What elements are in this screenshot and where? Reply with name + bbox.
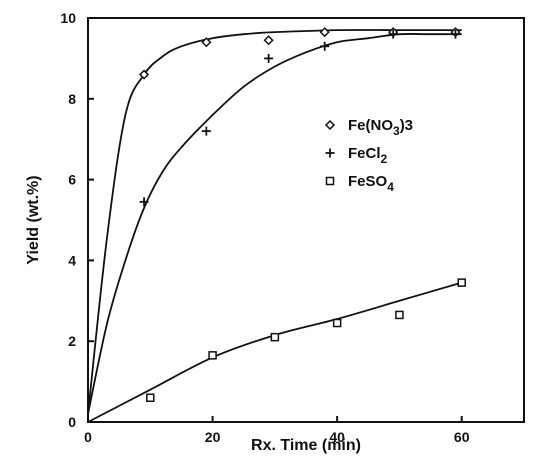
y-tick-label: 0 — [68, 414, 76, 430]
fe_sulfate-data-point — [146, 393, 155, 403]
fe_nitrate-legend-label: Fe(NO3)3 — [348, 117, 413, 138]
fe_chloride-data-point — [139, 197, 149, 207]
fe_chloride-legend-label: FeCl2 — [348, 145, 388, 166]
y-tick-label: 10 — [60, 10, 76, 26]
fe_sulfate-data-point — [457, 278, 466, 287]
fe_sulfate-data-point — [270, 332, 280, 342]
fe_chloride-fit-curve — [87, 32, 462, 415]
y-tick-label: 6 — [68, 172, 76, 188]
fe_chloride-data-point — [264, 53, 274, 63]
y-tick-label: 2 — [68, 333, 76, 349]
fe_chloride-data-point — [388, 29, 398, 39]
fe_chloride-data-point — [450, 29, 460, 39]
diamond-marker-shape — [263, 35, 274, 46]
diamond-marker-shape — [201, 37, 212, 48]
data-markers — [138, 27, 466, 403]
fe_nitrate-legend-marker — [324, 119, 336, 131]
y-tick-label: 8 — [68, 91, 76, 107]
square-marker-shape — [457, 278, 466, 287]
fe_sulfate-data-point — [332, 318, 342, 328]
fe_sulfate-data-point — [208, 351, 217, 360]
plot-area-border — [87, 17, 525, 423]
legend: Fe(NO3)3 FeCl2 FeSO4 — [324, 117, 413, 194]
fe_nitrate-data-point — [263, 35, 274, 46]
x-tick-label: 60 — [454, 429, 470, 445]
x-axis-title: Rx. Time (min) — [251, 437, 361, 454]
square-marker-shape — [325, 176, 335, 186]
diamond-marker-shape — [324, 119, 336, 131]
diamond-marker-shape — [319, 27, 330, 38]
square-marker-shape — [208, 351, 217, 360]
fe_nitrate-fit-curve — [87, 29, 462, 414]
square-marker-shape — [270, 332, 280, 342]
y-axis-title: Yield (wt.%) — [25, 175, 42, 264]
y-tick-label: 4 — [68, 252, 76, 268]
fit-curves — [87, 29, 462, 423]
fe_sulfate-fit-curve — [87, 281, 462, 423]
square-marker-shape — [332, 318, 342, 328]
x-tick-label: 20 — [205, 429, 221, 445]
fe_nitrate-data-point — [201, 37, 212, 48]
fe_nitrate-data-point — [319, 27, 330, 38]
fe_nitrate-data-point — [138, 69, 150, 80]
square-marker-shape — [395, 310, 404, 320]
fe_chloride-data-point — [320, 41, 330, 51]
x-tick-label: 0 — [84, 429, 92, 445]
fe_chloride-legend-marker — [325, 148, 335, 158]
fe_sulfate-legend-marker — [325, 176, 335, 186]
square-marker-shape — [146, 393, 155, 403]
fe_sulfate-data-point — [395, 310, 404, 320]
diamond-marker-shape — [138, 69, 150, 80]
fe_chloride-data-point — [201, 126, 211, 136]
axis-ticks: 0 20 40 60 0 2 4 6 8 10 — [60, 10, 469, 445]
plot-frame — [87, 17, 525, 423]
fe_sulfate-legend-label: FeSO4 — [348, 173, 394, 194]
x-tick-label: 40 — [329, 429, 345, 445]
